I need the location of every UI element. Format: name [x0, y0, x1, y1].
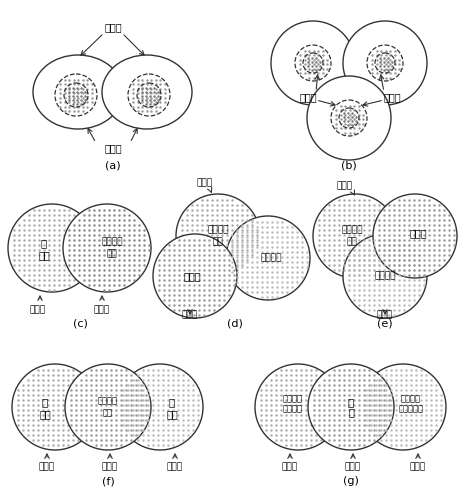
Text: 后: 后 [168, 397, 175, 407]
Text: 番茄: 番茄 [39, 409, 51, 419]
Text: 后区域: 后区域 [336, 181, 353, 190]
Text: 后番茄: 后番茄 [409, 228, 426, 238]
Text: 前区域: 前区域 [409, 463, 425, 472]
Circle shape [270, 21, 354, 105]
Text: (g): (g) [342, 476, 358, 486]
Text: 前面的茄: 前面的茄 [282, 405, 302, 414]
Circle shape [372, 194, 456, 278]
Circle shape [342, 21, 426, 105]
Text: (e): (e) [376, 319, 392, 329]
Text: 后: 后 [42, 397, 48, 407]
Text: 前区域: 前区域 [298, 92, 316, 102]
Text: 前区域: 前区域 [94, 306, 110, 315]
Text: 后区域: 后区域 [182, 311, 198, 320]
Text: 番茄: 番茄 [38, 250, 50, 260]
Text: (b): (b) [341, 160, 356, 170]
Text: 后区域: 后区域 [39, 463, 55, 472]
Circle shape [65, 364, 151, 450]
Text: 前区域: 前区域 [196, 178, 213, 187]
Text: 后区域: 后区域 [30, 306, 46, 315]
Circle shape [117, 364, 202, 450]
Text: 前区域: 前区域 [376, 311, 392, 320]
Circle shape [308, 364, 393, 450]
Text: 前区域: 前区域 [102, 463, 118, 472]
Text: 可能是最: 可能是最 [282, 395, 302, 404]
Text: (a): (a) [105, 160, 121, 170]
Ellipse shape [33, 55, 123, 129]
Text: 最前面的: 最前面的 [207, 226, 228, 235]
Text: 番茄: 番茄 [166, 409, 178, 419]
Circle shape [254, 364, 340, 450]
Circle shape [63, 204, 151, 292]
Text: 番: 番 [347, 407, 353, 417]
Circle shape [306, 76, 390, 160]
Text: 可能是最: 可能是最 [400, 395, 420, 404]
Text: 最前面的: 最前面的 [341, 226, 362, 235]
Circle shape [176, 194, 259, 278]
Text: 中间番茄: 中间番茄 [260, 253, 281, 262]
Text: (d): (d) [227, 319, 242, 329]
Text: 前区域: 前区域 [281, 463, 297, 472]
Text: 番茄: 番茄 [106, 249, 117, 258]
Text: (f): (f) [101, 476, 114, 486]
Text: 后: 后 [41, 238, 47, 248]
Text: 中间番茄: 中间番茄 [374, 271, 395, 280]
Circle shape [342, 234, 426, 318]
Text: 后: 后 [347, 397, 353, 407]
Circle shape [153, 234, 236, 318]
Text: 后区域: 后区域 [104, 22, 122, 32]
Circle shape [12, 364, 98, 450]
Text: 番茄: 番茄 [103, 409, 113, 417]
Text: 后番茄: 后番茄 [183, 271, 201, 281]
Text: 前面的番茄: 前面的番茄 [397, 405, 423, 414]
Circle shape [359, 364, 445, 450]
Circle shape [312, 194, 396, 278]
Circle shape [225, 216, 309, 300]
Text: 最前面的: 最前面的 [101, 238, 123, 247]
Text: 后区域: 后区域 [167, 463, 183, 472]
Ellipse shape [102, 55, 191, 129]
Text: 后区域: 后区域 [344, 463, 360, 472]
Text: 前区域: 前区域 [104, 143, 122, 153]
Text: 番茄: 番茄 [346, 238, 357, 247]
Text: 后区域: 后区域 [382, 92, 400, 102]
Text: (c): (c) [73, 319, 87, 329]
Text: 最前面的: 最前面的 [98, 397, 118, 406]
Circle shape [8, 204, 96, 292]
Text: 番茄: 番茄 [212, 238, 223, 247]
